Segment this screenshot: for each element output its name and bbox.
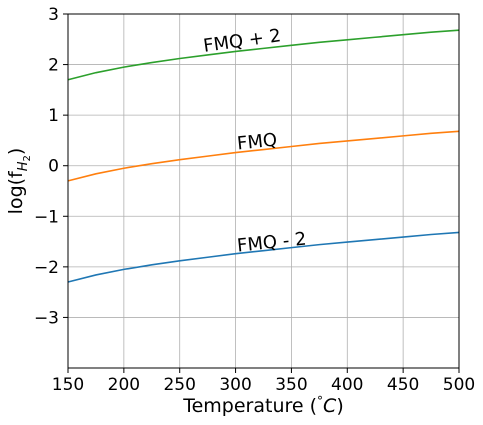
axis-ticks: 150 200 250 300 350 400 450 500 −3 −2 −1 0 1 2 3: [34, 5, 475, 395]
x-tick-label: 150: [52, 375, 84, 395]
grid: [67, 13, 460, 368]
y-tick-label: 2: [48, 56, 59, 76]
y-tick-label: −2: [34, 258, 59, 278]
annotation-label: FMQ + 2: [202, 25, 282, 57]
x-axis-label: Temperature (°C): [182, 394, 344, 417]
y-tick-label: 3: [48, 5, 59, 25]
y-tick-label: −1: [34, 207, 59, 227]
x-tick-label: 500: [443, 375, 475, 395]
x-tick-label: 400: [331, 375, 363, 395]
series-line-2: [67, 231, 460, 283]
plot-frame: [67, 13, 460, 369]
series-lines: [67, 29, 460, 283]
x-tick-label: 350: [275, 375, 307, 395]
x-tick-label: 300: [219, 375, 251, 395]
series-line-1: [67, 130, 460, 182]
x-tick-label: 200: [108, 375, 140, 395]
y-tick-label: 1: [48, 106, 59, 126]
y-tick-label: −3: [34, 308, 59, 328]
annotation-label: FMQ: [236, 129, 278, 154]
x-tick-label: 450: [387, 375, 419, 395]
annotation-label: FMQ - 2: [236, 229, 307, 257]
y-axis-label: log(fH2): [5, 148, 33, 215]
series-line-0: [67, 29, 460, 81]
y-tick-label: 0: [48, 157, 59, 177]
x-tick-label: 250: [163, 375, 195, 395]
